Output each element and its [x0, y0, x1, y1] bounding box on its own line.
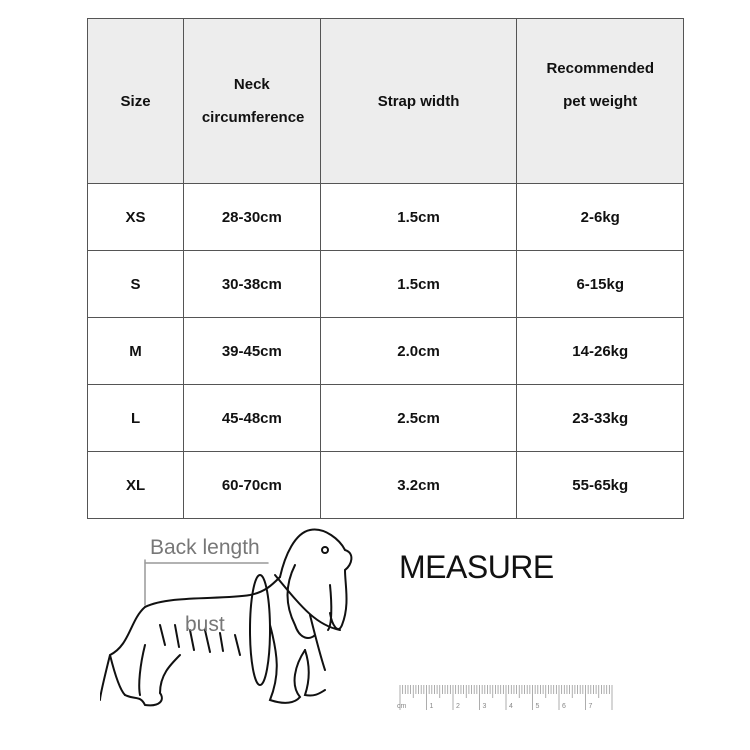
table-cell: 2.5cm — [319, 384, 518, 452]
table-row: M 39-45cm 2.0cm 14-26kg — [86, 317, 684, 385]
table-cell: XS — [86, 183, 185, 251]
table-cell: M — [86, 317, 185, 385]
header-weight-text: Recommended pet weight — [546, 60, 654, 110]
ruler-number: 2 — [456, 703, 460, 710]
table-cell: 55-65kg — [516, 451, 684, 519]
ruler-number: 3 — [483, 703, 487, 710]
table-cell: 45-48cm — [183, 384, 321, 452]
table-cell: 14-26kg — [516, 317, 684, 385]
table-cell: 1.5cm — [319, 250, 518, 318]
ruler-number: 1 — [430, 703, 434, 710]
back-length-label: Back length — [150, 536, 260, 559]
table-cell: 23-33kg — [516, 384, 684, 452]
header-neck-text: Neck circumference — [201, 76, 305, 126]
table-cell: 39-45cm — [183, 317, 321, 385]
table-cell: 3.2cm — [319, 451, 518, 519]
header-strap: Strap width — [319, 18, 518, 184]
ruler-illustration: cm 1 2 3 4 5 6 7 — [397, 685, 613, 710]
dog-outline-illustration — [100, 528, 353, 707]
table-header-row: Size Neck circumference Strap width Reco… — [86, 18, 684, 184]
table-row: L 45-48cm 2.5cm 23-33kg — [86, 384, 684, 452]
header-weight: Recommended pet weight — [516, 18, 684, 184]
ruler-number: 5 — [536, 703, 540, 710]
table-cell: 1.5cm — [319, 183, 518, 251]
ruler-number: 6 — [562, 703, 566, 710]
table-cell: 2-6kg — [516, 183, 684, 251]
ruler-number: 7 — [589, 703, 593, 710]
table-cell: XL — [86, 451, 185, 519]
table-cell: 30-38cm — [183, 250, 321, 318]
table-cell: 60-70cm — [183, 451, 321, 519]
table-cell: L — [86, 384, 185, 452]
ruler-unit: cm — [397, 703, 407, 710]
table-cell: 6-15kg — [516, 250, 684, 318]
table-cell: 28-30cm — [183, 183, 321, 251]
header-neck: Neck circumference — [183, 18, 321, 184]
size-chart-table: Size Neck circumference Strap width Reco… — [86, 18, 684, 519]
measure-title: MEASURE — [399, 549, 554, 585]
table-row: S 30-38cm 1.5cm 6-15kg — [86, 250, 684, 318]
bust-label: bust — [185, 613, 225, 636]
table-cell: 2.0cm — [319, 317, 518, 385]
table-row: XS 28-30cm 1.5cm 2-6kg — [86, 183, 684, 251]
table-row: XL 60-70cm 3.2cm 55-65kg — [86, 451, 684, 519]
ruler-number: 4 — [509, 703, 513, 710]
table-cell: S — [86, 250, 185, 318]
header-size: Size — [86, 18, 185, 184]
